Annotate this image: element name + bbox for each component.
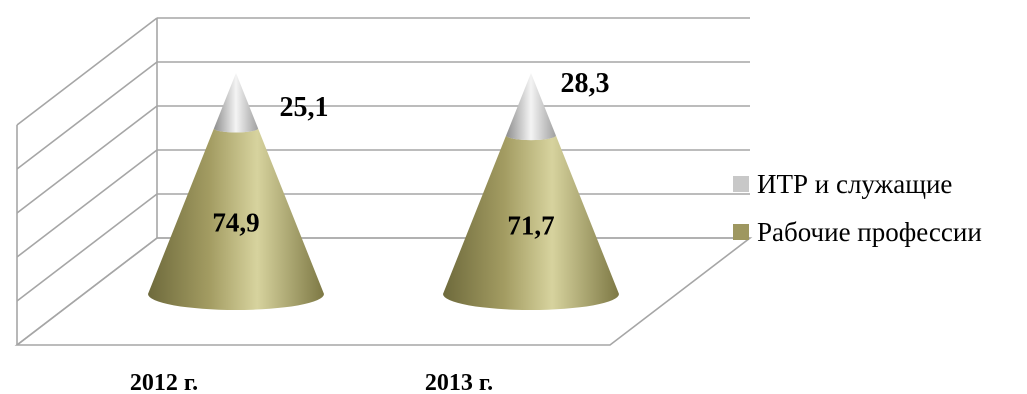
category-label: 2012 г. — [130, 370, 198, 394]
cone-segment-itr — [213, 73, 259, 133]
wall-gridline — [16, 149, 158, 258]
cone-1 — [148, 73, 324, 310]
legend-label-workers: Рабочие профессии — [757, 216, 982, 247]
legend: ИТР и служащие Рабочие профессии — [733, 160, 982, 256]
cone-2 — [443, 73, 619, 310]
cone-segment-workers — [443, 135, 619, 310]
cone-segment-itr — [506, 73, 556, 141]
value-label-itr: 28,3 — [561, 68, 610, 99]
legend-swatch-itr — [733, 176, 749, 192]
wall-gridline — [16, 193, 158, 302]
value-label-workers: 71,7 — [507, 211, 554, 241]
chart-walls — [14, 17, 753, 346]
wall-gridline — [16, 105, 158, 214]
wall-gridline — [16, 61, 158, 170]
value-label-workers: 74,9 — [212, 208, 259, 238]
wall-gridline — [16, 17, 158, 126]
cones — [148, 73, 619, 310]
legend-swatch-workers — [733, 224, 749, 240]
category-label: 2013 г. — [425, 370, 493, 394]
legend-label-itr: ИТР и служащие — [757, 168, 953, 199]
cone-segment-workers — [148, 128, 324, 310]
legend-item: Рабочие профессии — [733, 208, 982, 256]
chart-floor — [14, 237, 753, 346]
category-labels: 2012 г. 2013 г. — [130, 370, 493, 394]
value-label-itr: 25,1 — [280, 92, 329, 123]
value-labels: 74,9 25,1 71,7 28,3 — [212, 68, 609, 241]
legend-item: ИТР и служащие — [733, 160, 982, 208]
